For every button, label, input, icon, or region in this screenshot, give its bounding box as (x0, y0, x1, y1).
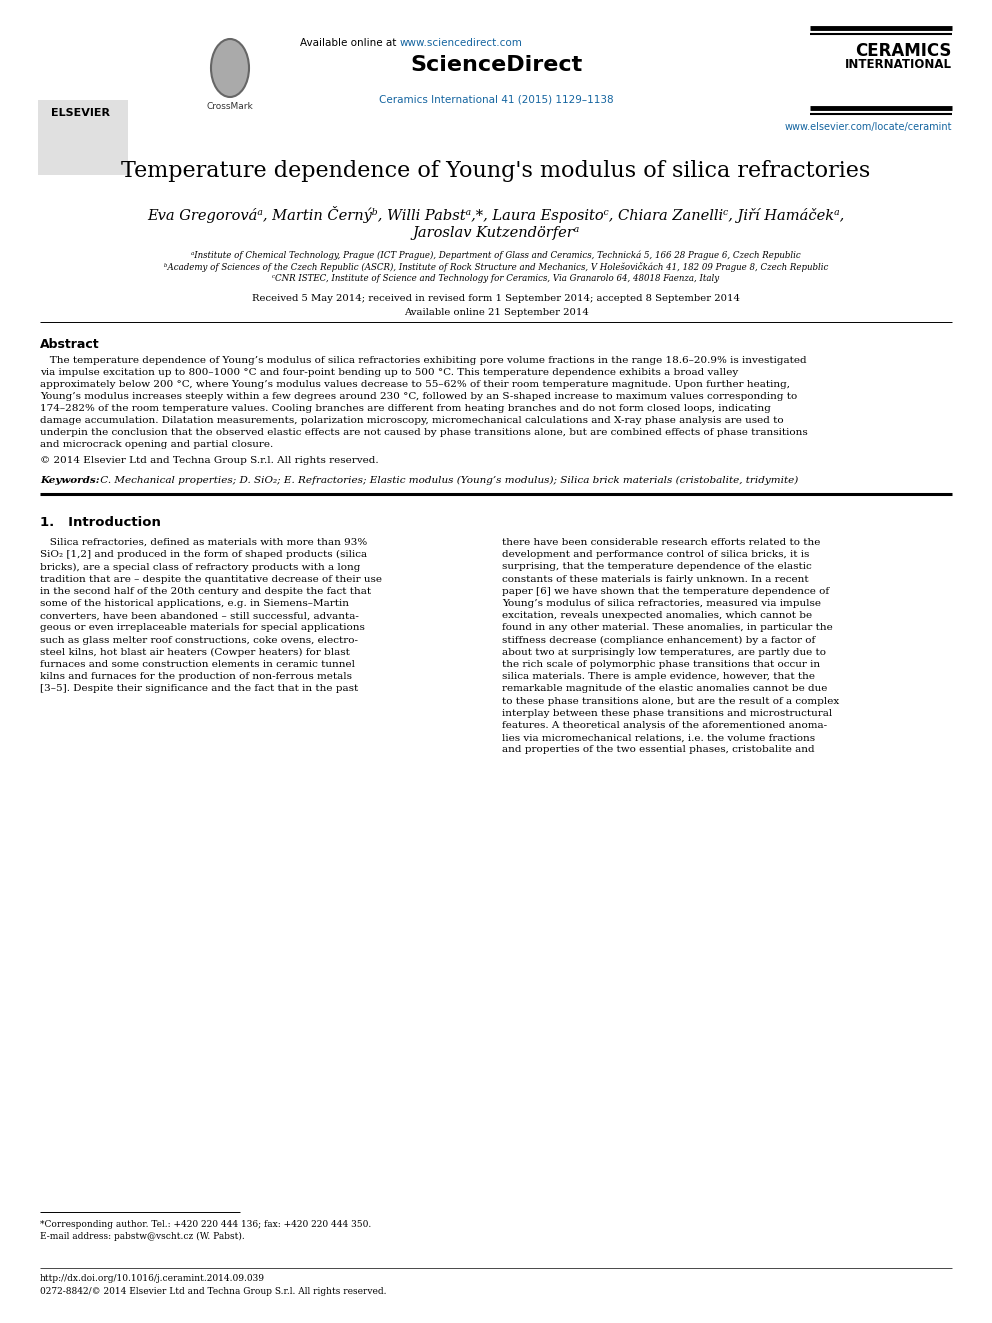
Text: Young’s modulus of silica refractories, measured via impulse: Young’s modulus of silica refractories, … (502, 599, 821, 609)
Text: there have been considerable research efforts related to the: there have been considerable research ef… (502, 538, 820, 546)
Text: damage accumulation. Dilatation measurements, polarization microscopy, micromech: damage accumulation. Dilatation measurem… (40, 415, 784, 425)
Text: via impulse excitation up to 800–1000 °C and four-point bending up to 500 °C. Th: via impulse excitation up to 800–1000 °C… (40, 368, 738, 377)
Text: stiffness decrease (compliance enhancement) by a factor of: stiffness decrease (compliance enhanceme… (502, 635, 815, 644)
Text: CERAMICS: CERAMICS (856, 42, 952, 60)
Text: paper [6] we have shown that the temperature dependence of: paper [6] we have shown that the tempera… (502, 587, 829, 595)
Text: about two at surprisingly low temperatures, are partly due to: about two at surprisingly low temperatur… (502, 648, 826, 656)
Text: the rich scale of polymorphic phase transitions that occur in: the rich scale of polymorphic phase tran… (502, 660, 820, 669)
Text: 0272-8842/© 2014 Elsevier Ltd and Techna Group S.r.l. All rights reserved.: 0272-8842/© 2014 Elsevier Ltd and Techna… (40, 1287, 387, 1297)
Text: in the second half of the 20th century and despite the fact that: in the second half of the 20th century a… (40, 587, 371, 595)
Text: Keywords:: Keywords: (40, 476, 99, 486)
Text: Temperature dependence of Young's modulus of silica refractories: Temperature dependence of Young's modulu… (121, 160, 871, 183)
Text: ᵇAcademy of Sciences of the Czech Republic (ASCR), Institute of Rock Structure a: ᵇAcademy of Sciences of the Czech Republ… (164, 262, 828, 273)
Text: Abstract: Abstract (40, 337, 99, 351)
Text: ᶜCNR ISTEC, Institute of Science and Technology for Ceramics, Via Granarolo 64, : ᶜCNR ISTEC, Institute of Science and Tec… (273, 274, 719, 283)
Text: [3–5]. Despite their significance and the fact that in the past: [3–5]. Despite their significance and th… (40, 684, 358, 693)
Text: and microcrack opening and partial closure.: and microcrack opening and partial closu… (40, 441, 273, 448)
Text: remarkable magnitude of the elastic anomalies cannot be due: remarkable magnitude of the elastic anom… (502, 684, 827, 693)
Text: http://dx.doi.org/10.1016/j.ceramint.2014.09.039: http://dx.doi.org/10.1016/j.ceramint.201… (40, 1274, 265, 1283)
Text: ScienceDirect: ScienceDirect (410, 56, 582, 75)
Text: excitation, reveals unexpected anomalies, which cannot be: excitation, reveals unexpected anomalies… (502, 611, 812, 620)
Text: bricks), are a special class of refractory products with a long: bricks), are a special class of refracto… (40, 562, 360, 572)
Text: Silica refractories, defined as materials with more than 93%: Silica refractories, defined as material… (40, 538, 367, 546)
Text: tradition that are – despite the quantitative decrease of their use: tradition that are – despite the quantit… (40, 574, 382, 583)
Text: Available online at: Available online at (301, 38, 400, 48)
Text: development and performance control of silica bricks, it is: development and performance control of s… (502, 550, 809, 560)
Text: some of the historical applications, e.g. in Siemens–Martin: some of the historical applications, e.g… (40, 599, 349, 609)
Text: ELSEVIER: ELSEVIER (51, 108, 109, 118)
Text: © 2014 Elsevier Ltd and Techna Group S.r.l. All rights reserved.: © 2014 Elsevier Ltd and Techna Group S.r… (40, 456, 379, 464)
Text: silica materials. There is ample evidence, however, that the: silica materials. There is ample evidenc… (502, 672, 815, 681)
Text: Available online 21 September 2014: Available online 21 September 2014 (404, 308, 588, 318)
Text: and properties of the two essential phases, cristobalite and: and properties of the two essential phas… (502, 745, 814, 754)
Text: interplay between these phase transitions and microstructural: interplay between these phase transition… (502, 709, 832, 718)
Text: E-mail address: pabstw@vscht.cz (W. Pabst).: E-mail address: pabstw@vscht.cz (W. Pabs… (40, 1232, 245, 1241)
Text: The temperature dependence of Young’s modulus of silica refractories exhibiting : The temperature dependence of Young’s mo… (40, 356, 806, 365)
Text: approximately below 200 °C, where Young’s modulus values decrease to 55–62% of t: approximately below 200 °C, where Young’… (40, 380, 790, 389)
Bar (38, 101, 128, 175)
Ellipse shape (211, 38, 249, 97)
Text: *Corresponding author. Tel.: +420 220 444 136; fax: +420 220 444 350.: *Corresponding author. Tel.: +420 220 44… (40, 1220, 371, 1229)
Text: underpin the conclusion that the observed elastic effects are not caused by phas: underpin the conclusion that the observe… (40, 429, 807, 437)
Text: C. Mechanical properties; D. SiO₂; E. Refractories; Elastic modulus (Young’s mod: C. Mechanical properties; D. SiO₂; E. Re… (97, 476, 799, 486)
Text: www.sciencedirect.com: www.sciencedirect.com (400, 38, 523, 48)
Text: 1.   Introduction: 1. Introduction (40, 516, 161, 529)
Text: converters, have been abandoned – still successful, advanta-: converters, have been abandoned – still … (40, 611, 359, 620)
Text: furnaces and some construction elements in ceramic tunnel: furnaces and some construction elements … (40, 660, 355, 669)
Text: Received 5 May 2014; received in revised form 1 September 2014; accepted 8 Septe: Received 5 May 2014; received in revised… (252, 294, 740, 303)
Text: 174–282% of the room temperature values. Cooling branches are different from hea: 174–282% of the room temperature values.… (40, 404, 771, 413)
Text: surprising, that the temperature dependence of the elastic: surprising, that the temperature depende… (502, 562, 811, 572)
Text: to these phase transitions alone, but are the result of a complex: to these phase transitions alone, but ar… (502, 697, 839, 705)
Text: Jaroslav Kutzendörferᵃ: Jaroslav Kutzendörferᵃ (413, 226, 579, 239)
Text: ᵃInstitute of Chemical Technology, Prague (ICT Prague), Department of Glass and : ᵃInstitute of Chemical Technology, Pragu… (191, 250, 801, 259)
Text: such as glass melter roof constructions, coke ovens, electro-: such as glass melter roof constructions,… (40, 635, 358, 644)
Text: found in any other material. These anomalies, in particular the: found in any other material. These anoma… (502, 623, 832, 632)
Text: geous or even irreplaceable materials for special applications: geous or even irreplaceable materials fo… (40, 623, 365, 632)
Text: Eva Gregorováᵃ, Martin Černýᵇ, Willi Pabstᵃ,*, Laura Espositoᶜ, Chiara Zanelliᶜ,: Eva Gregorováᵃ, Martin Černýᵇ, Willi Pab… (148, 206, 844, 224)
Text: CrossMark: CrossMark (206, 102, 253, 111)
Text: features. A theoretical analysis of the aforementioned anoma-: features. A theoretical analysis of the … (502, 721, 827, 730)
Text: SiO₂ [1,2] and produced in the form of shaped products (silica: SiO₂ [1,2] and produced in the form of s… (40, 550, 367, 560)
Text: Ceramics International 41 (2015) 1129–1138: Ceramics International 41 (2015) 1129–11… (379, 95, 613, 105)
Text: INTERNATIONAL: INTERNATIONAL (845, 58, 952, 71)
Text: kilns and furnaces for the production of non-ferrous metals: kilns and furnaces for the production of… (40, 672, 352, 681)
Text: www.elsevier.com/locate/ceramint: www.elsevier.com/locate/ceramint (785, 122, 952, 132)
Text: lies via micromechanical relations, i.e. the volume fractions: lies via micromechanical relations, i.e.… (502, 733, 815, 742)
Text: steel kilns, hot blast air heaters (Cowper heaters) for blast: steel kilns, hot blast air heaters (Cowp… (40, 648, 350, 658)
Text: constants of these materials is fairly unknown. In a recent: constants of these materials is fairly u… (502, 574, 808, 583)
Text: Young’s modulus increases steeply within a few degrees around 230 °C, followed b: Young’s modulus increases steeply within… (40, 392, 798, 401)
